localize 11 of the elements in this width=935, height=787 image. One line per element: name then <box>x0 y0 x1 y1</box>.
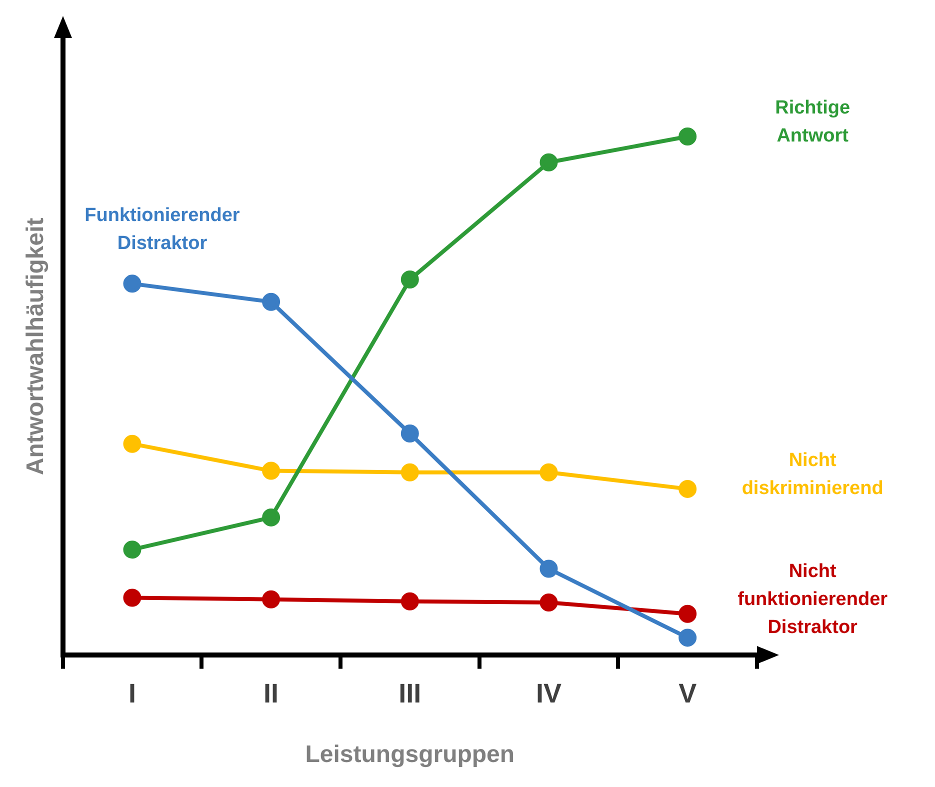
x-tick-label: III <box>398 678 422 708</box>
y-axis-title: Antwortwahlhäufigkeit <box>22 218 50 476</box>
text: Nicht funktionierender Distraktor <box>738 561 888 638</box>
text: Funktionierender Distraktor <box>84 204 240 254</box>
x-axis-title: Leistungsgruppen <box>305 741 515 768</box>
x-tick-label: IV <box>536 678 562 708</box>
x-tick-label: II <box>264 678 279 708</box>
x-tick-label: V <box>678 678 697 708</box>
x-tick-label: I <box>128 678 136 708</box>
text: Richtige Antwort <box>775 98 850 147</box>
text: Nicht diskriminierend <box>742 450 884 500</box>
